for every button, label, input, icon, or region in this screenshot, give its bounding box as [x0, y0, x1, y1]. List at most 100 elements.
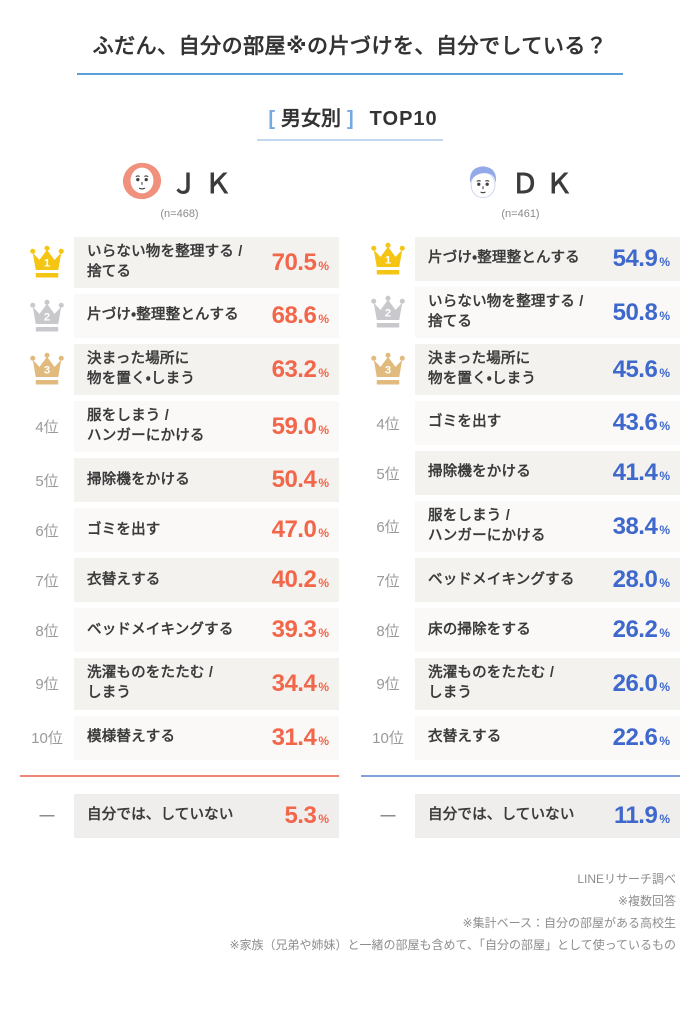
rank-label: 5位 [376, 465, 400, 483]
item-value: 5.3% [284, 801, 329, 829]
rank-label: 9位 [35, 676, 59, 694]
item-box: 模様替えする 31.4% [74, 715, 339, 760]
ranking-row: 6位 服をしまう / ハンガーにかける 38.4% [361, 501, 680, 553]
footnote-line: ※複数回答 [617, 893, 676, 908]
bracket-left: [ [268, 108, 275, 130]
svg-text:2: 2 [385, 308, 391, 320]
rank-label: 4位 [376, 415, 400, 433]
item-label: 衣替えする [87, 571, 161, 588]
item-value: 31.4% [271, 723, 329, 751]
rank-label: — [39, 807, 55, 824]
rank-cell: 5位 [361, 463, 415, 484]
item-label: いらない物を整理する / 捨てる [87, 244, 243, 280]
ranking-row: 1 片づけ・整理整とんする 54.9% [361, 237, 680, 281]
rank-label: — [380, 807, 396, 824]
percent-unit: % [318, 626, 329, 641]
ranking-row: 10位 衣替えする 22.6% [361, 715, 680, 760]
jk-not-doing-row: — 自分では、していない 5.3% [20, 793, 339, 838]
item-value: 11.9% [613, 801, 670, 829]
percent-unit: % [659, 419, 670, 434]
rank-cell: 1 [361, 242, 415, 277]
rank-label: 5位 [35, 472, 59, 490]
rank-label: 7位 [376, 572, 400, 590]
ranking-row: 5位 掃除機をかける 50.4% [20, 458, 339, 503]
rank-label: 8位 [35, 622, 59, 640]
item-box: 服をしまう / ハンガーにかける 38.4% [415, 501, 680, 553]
item-value: 59.0% [271, 412, 329, 440]
percent-unit: % [318, 576, 329, 591]
rank-cell: 4位 [361, 413, 415, 434]
ranking-row: 3 決まった場所に 物を置く・しまう 45.6% [361, 344, 680, 396]
subtitle-suffix: TOP10 [369, 108, 438, 130]
item-box: 床の掃除をする 26.2% [415, 608, 680, 653]
jk-header: ＪＫ [20, 155, 339, 207]
rank-label: 4位 [35, 419, 59, 437]
footnote-line: ※家族（兄弟や姉妹）と一緒の部屋も含めて、「自分の部屋」として使っているもの [229, 938, 677, 953]
percent-unit: % [659, 679, 670, 694]
ranking-row: 6位 ゴミを出す 47.0% [20, 508, 339, 553]
item-box: 決まった場所に 物を置く・しまう 63.2% [74, 344, 339, 396]
item-value: 26.0% [612, 669, 670, 697]
crown-rank-1-icon: 1 [30, 245, 64, 278]
dk-not-doing-row: — 自分では、していない 11.9% [361, 793, 680, 838]
item-label: ベッドメイキングする [87, 621, 234, 638]
rank-cell: 2 [20, 299, 74, 334]
item-value: 22.6% [612, 723, 670, 751]
item-value: 41.4% [612, 459, 670, 487]
percent-unit: % [318, 679, 329, 694]
rank-cell: 9位 [20, 673, 74, 694]
percent-unit: % [318, 476, 329, 491]
item-label: 服をしまう / ハンガーにかける [87, 408, 205, 444]
ranking-columns: ＪＫ (n=468) 1 いらない物を整理する / 捨てる 70.5% 2 片づけ・整理… [0, 155, 700, 838]
item-value: 26.2% [612, 616, 670, 644]
item-label: 自分では、していない [428, 806, 575, 823]
percent-unit: % [659, 365, 670, 380]
ranking-row: 9位 洗濯ものをたたむ / しまう 26.0% [361, 658, 680, 710]
item-box: 自分では、していない 11.9% [415, 793, 680, 838]
rank-cell: 6位 [20, 520, 74, 541]
ranking-row: 8位 床の掃除をする 26.2% [361, 608, 680, 653]
subtitle-underline [257, 139, 443, 141]
rank-cell: 4位 [20, 416, 74, 437]
dk-header: ＤＫ [361, 155, 680, 207]
item-label: ゴミを出す [87, 521, 161, 538]
item-label: 決まった場所に 物を置く・しまう [428, 351, 537, 387]
item-box: 掃除機をかける 41.4% [415, 451, 680, 496]
percent-unit: % [318, 526, 329, 541]
rank-cell: 3 [361, 352, 415, 387]
item-label: 決まった場所に 物を置く・しまう [87, 351, 196, 387]
crown-rank-1-icon: 1 [371, 242, 405, 274]
item-box: 片づけ・整理整とんする 54.9% [415, 237, 680, 281]
percent-unit: % [659, 811, 670, 826]
rank-cell: 3 [20, 352, 74, 387]
percent-unit: % [318, 312, 329, 327]
ranking-row: 8位 ベッドメイキングする 39.3% [20, 608, 339, 653]
ranking-row: 2 片づけ・整理整とんする 68.6% [20, 294, 339, 339]
item-box: いらない物を整理する / 捨てる 70.5% [74, 237, 339, 289]
item-label: 片づけ・整理整とんする [87, 307, 239, 324]
dk-column: ＤＫ (n=461) 1 片づけ・整理整とんする 54.9% 2 いらない物を整理する … [361, 155, 680, 838]
item-value: 70.5% [271, 248, 329, 276]
svg-text:3: 3 [385, 365, 391, 377]
rank-cell: 1 [20, 245, 74, 280]
svg-text:2: 2 [44, 311, 50, 323]
percent-unit: % [318, 733, 329, 748]
girl-face-icon [122, 162, 161, 200]
svg-text:1: 1 [385, 254, 391, 266]
item-label: 自分では、していない [87, 806, 234, 823]
ranking-row: 7位 衣替えする 40.2% [20, 558, 339, 603]
ranking-row: 10位 模様替えする 31.4% [20, 715, 339, 760]
crown-rank-2-icon: 2 [30, 299, 64, 332]
item-value: 34.4% [271, 669, 329, 697]
item-value: 63.2% [271, 355, 329, 383]
item-box: 洗濯ものをたたむ / しまう 26.0% [415, 658, 680, 710]
jk-name: ＪＫ [170, 168, 239, 199]
rank-label: 8位 [376, 622, 400, 640]
item-value: 28.0% [612, 566, 670, 594]
percent-unit: % [659, 469, 670, 484]
item-value: 43.6% [612, 409, 670, 437]
crown-rank-2-icon: 2 [371, 295, 405, 328]
ranking-row: 5位 掃除機をかける 41.4% [361, 451, 680, 496]
percent-unit: % [659, 626, 670, 641]
item-label: 服をしまう / ハンガーにかける [428, 508, 546, 544]
